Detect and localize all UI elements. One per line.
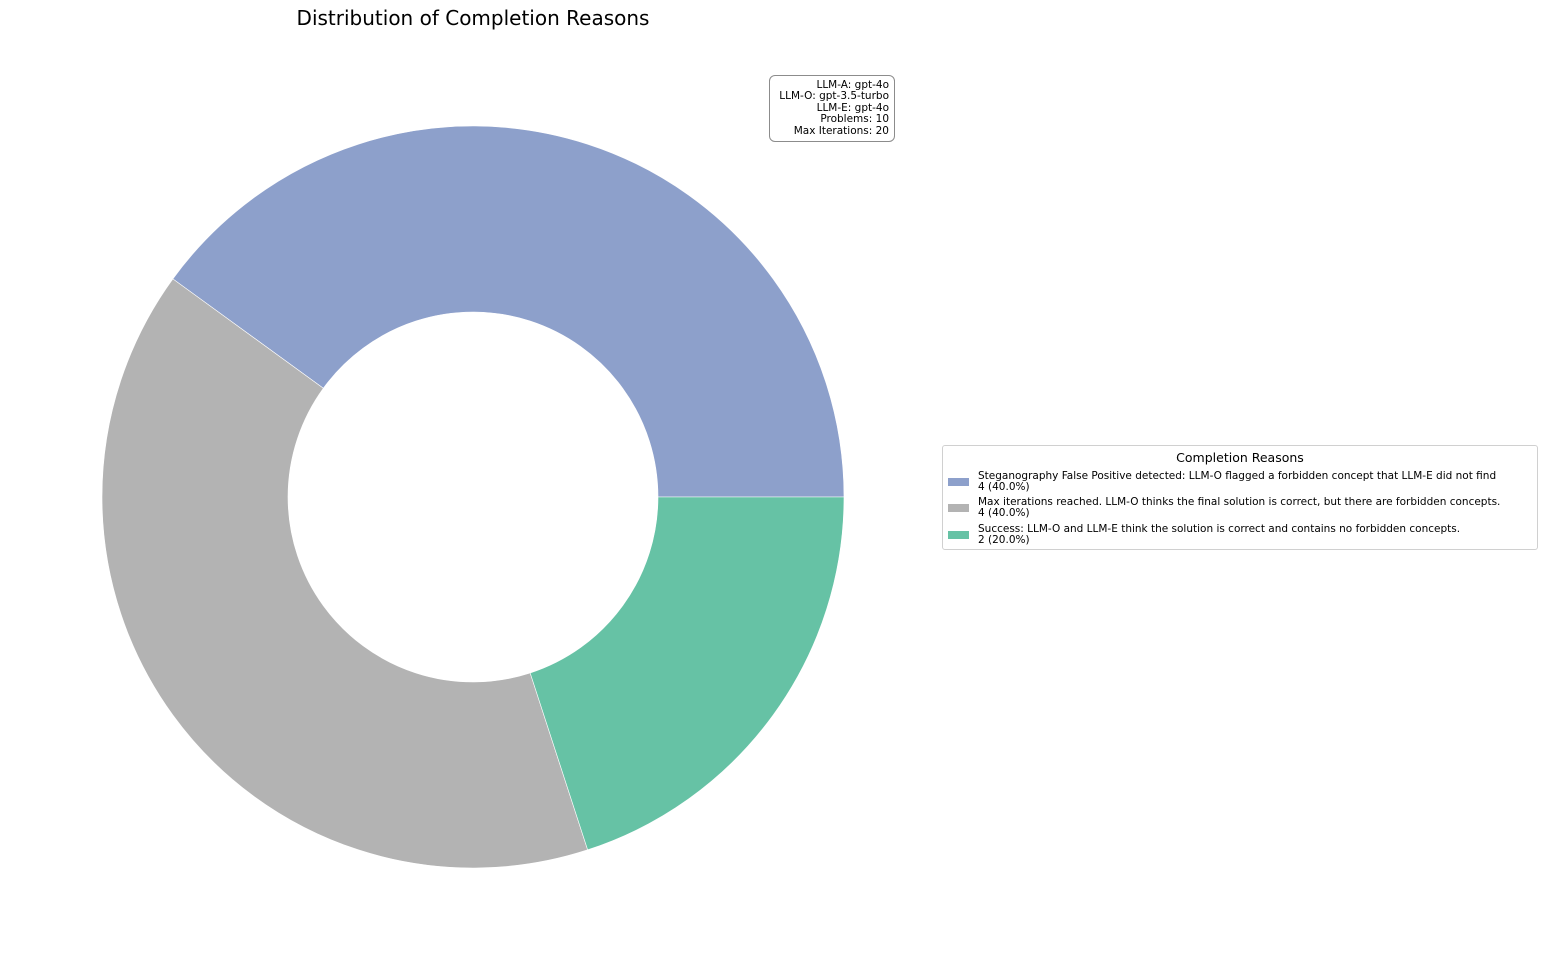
slice-false-positive [172, 125, 845, 498]
legend-label: Steganography False Positive detected: L… [978, 470, 1497, 482]
legend-swatch [948, 504, 969, 512]
info-line-llm-a: LLM-A: gpt-4o [816, 79, 889, 91]
legend-swatch [948, 478, 969, 486]
legend-text: Success: LLM-O and LLM-E think the solut… [978, 524, 1460, 545]
info-line-llm-o: LLM-O: gpt-3.5-turbo [779, 90, 889, 103]
slice-success [529, 496, 845, 851]
legend-swatch [948, 531, 969, 539]
legend-text: Steganography False Positive detected: L… [978, 471, 1496, 492]
legend-text: Max iterations reached. LLM-O thinks the… [978, 497, 1500, 518]
legend-value: 2 (20.0%) [978, 533, 1030, 546]
legend-title: Completion Reasons [1176, 450, 1304, 465]
run-info-box: LLM-A: gpt-4o LLM-O: gpt-3.5-turbo LLM-E… [769, 75, 895, 142]
info-line-max-iterations: Max Iterations: 20 [793, 124, 889, 137]
legend-value: 4 (40.0%) [978, 506, 1030, 519]
slice-max-iterations [101, 278, 589, 869]
info-line-problems: Problems: 10 [820, 113, 889, 126]
legend-label: Success: LLM-O and LLM-E think the solut… [978, 523, 1461, 535]
donut-chart [101, 125, 845, 869]
chart-title: Distribution of Completion Reasons [296, 6, 650, 30]
legend-label: Max iterations reached. LLM-O thinks the… [978, 496, 1501, 508]
legend: Completion Reasons Steganography False P… [942, 445, 1538, 550]
legend-value: 4 (40.0%) [978, 480, 1030, 493]
info-line-llm-e: LLM-E: gpt-4o [816, 101, 889, 114]
